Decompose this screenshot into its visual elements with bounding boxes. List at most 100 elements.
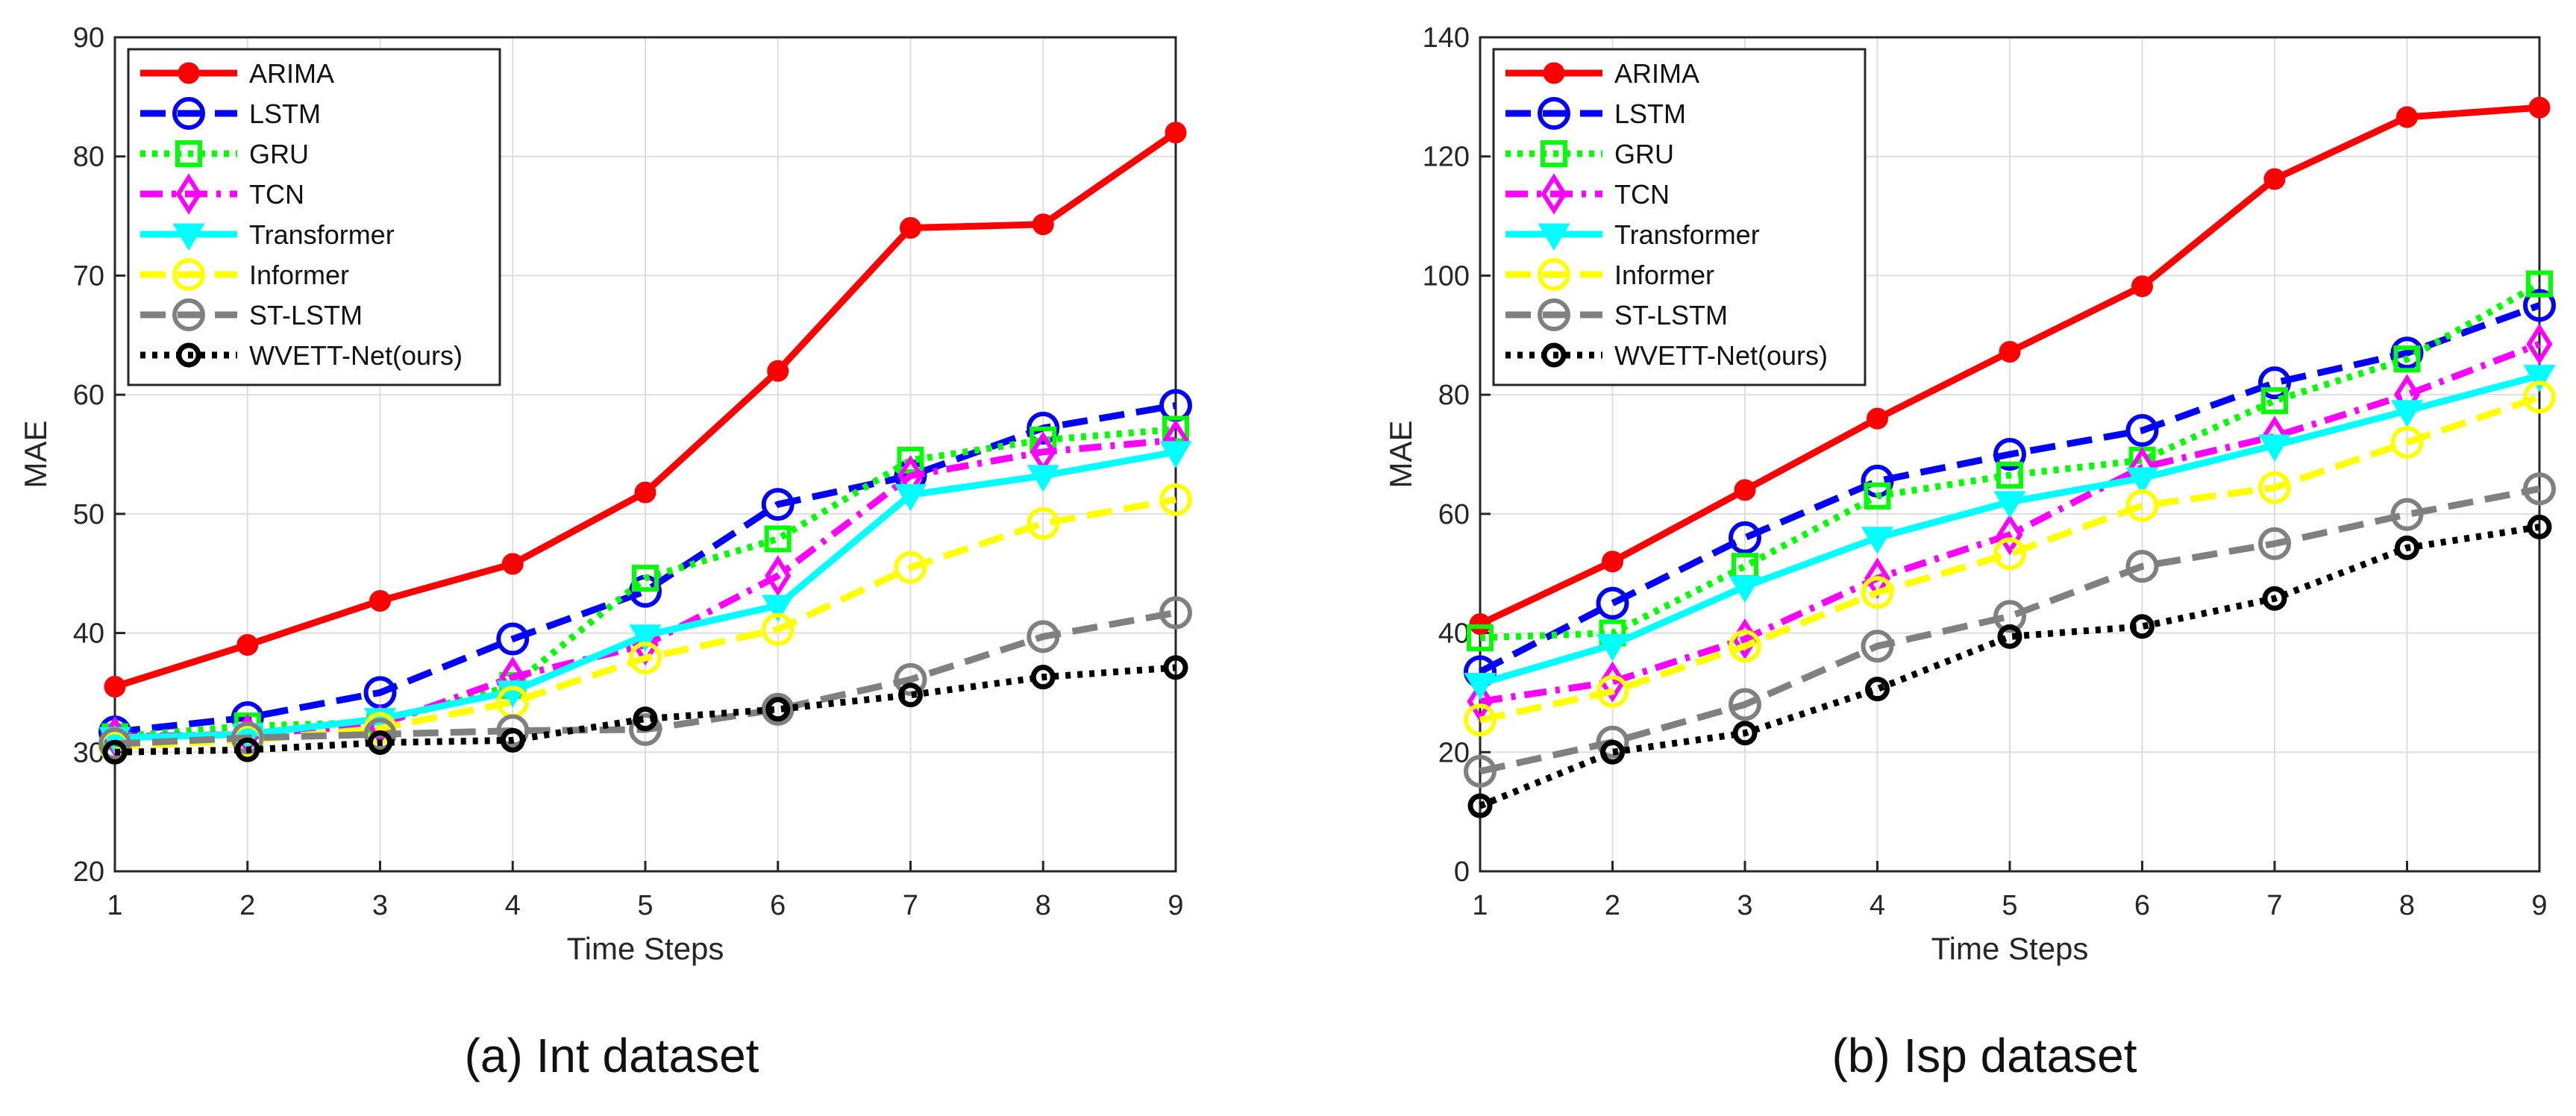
x-tick-label: 9 — [1168, 890, 1183, 921]
data-point-transformer — [1464, 672, 1497, 700]
series-line-st-lstm — [1479, 485, 2540, 775]
caption-isp-dataset: (b) Isp dataset — [1831, 1029, 2137, 1082]
data-point-st-lstm — [1993, 600, 2026, 633]
legend-marker-tcn — [175, 173, 202, 215]
data-point-informer — [1027, 507, 1060, 540]
y-tick-label: 100 — [1423, 260, 1470, 292]
data-point-st-lstm — [363, 718, 397, 751]
series-line-wvett-net-ours — [114, 664, 1176, 756]
data-point-informer — [761, 612, 795, 646]
data-point-arima — [1867, 407, 1888, 430]
x-tick-label: 5 — [2002, 890, 2017, 921]
data-point-arima — [1602, 551, 1623, 573]
data-point-wvett-net-ours — [2262, 586, 2287, 611]
data-point-st-lstm — [1159, 596, 1192, 630]
x-tick-label: 8 — [1035, 890, 1051, 921]
data-point-gru — [897, 446, 924, 474]
y-tick-label: 20 — [1438, 737, 1470, 768]
data-point-transformer — [1596, 634, 1629, 662]
data-point-lstm — [1596, 586, 1629, 620]
y-tick-label: 40 — [1438, 618, 1470, 650]
data-point-arima — [767, 360, 789, 382]
legend-marker-gru — [1541, 140, 1567, 167]
legend-label-wvett-net-ours: WVETT-Net(ours) — [249, 340, 463, 371]
data-point-st-lstm — [496, 714, 530, 747]
data-point-gru — [1864, 482, 1891, 510]
series-arima — [104, 122, 1187, 698]
data-point-wvett-net-ours — [1997, 624, 2022, 649]
data-point-transformer — [2258, 434, 2291, 462]
data-point-wvett-net-ours — [1163, 655, 1188, 680]
series-line-lstm — [1478, 302, 2541, 675]
data-point-transformer — [2523, 365, 2556, 392]
data-point-arima — [104, 675, 126, 698]
data-point-wvett-net-ours — [1467, 793, 1493, 818]
data-point-gru — [2526, 270, 2553, 298]
data-point-lstm — [496, 622, 530, 656]
x-tick-label: 3 — [1737, 890, 1752, 921]
series-st-lstm — [1464, 472, 2556, 788]
data-point-wvett-net-ours — [1865, 677, 1890, 702]
data-point-informer — [2258, 471, 2291, 504]
legend-label-arima: ARIMA — [249, 58, 334, 89]
data-point-tcn — [765, 555, 792, 597]
legend-marker-tcn — [1541, 173, 1567, 215]
y-axis-label: MAE — [18, 420, 53, 488]
legend-label-informer: Informer — [1614, 260, 1714, 290]
y-tick-label: 20 — [73, 856, 104, 888]
data-point-arima — [634, 481, 656, 504]
x-tick-label: 4 — [505, 890, 521, 921]
data-point-gru — [2261, 387, 2288, 415]
legend-label-st-lstm: ST-LSTM — [1614, 300, 1728, 330]
data-point-wvett-net-ours — [898, 683, 923, 708]
data-point-informer — [1596, 674, 1629, 708]
series-line-gru — [1479, 280, 2542, 642]
y-tick-label: 80 — [1438, 380, 1470, 411]
data-point-st-lstm — [2258, 527, 2291, 560]
data-point-transformer — [1993, 491, 2026, 518]
y-tick-label: 80 — [73, 142, 104, 173]
data-point-st-lstm — [629, 712, 662, 746]
legend-marker-st-lstm — [172, 298, 205, 331]
x-tick-label: 6 — [2134, 890, 2150, 921]
data-point-wvett-net-ours — [1600, 739, 1625, 765]
series-line-informer — [114, 496, 1176, 750]
y-tick-label: 60 — [73, 380, 104, 411]
data-point-informer — [1861, 576, 1894, 609]
series-line-tcn — [1479, 341, 2541, 705]
data-point-arima — [1032, 213, 1054, 236]
data-point-st-lstm — [1861, 630, 1894, 663]
x-tick-label: 8 — [2399, 890, 2415, 921]
data-point-informer — [894, 551, 927, 584]
y-tick-label: 120 — [1423, 142, 1470, 173]
x-axis-label: Time Steps — [567, 931, 724, 966]
y-tick-label: 90 — [73, 22, 104, 54]
legend-marker-st-lstm — [1538, 298, 1570, 331]
legend-marker-informer — [172, 258, 205, 291]
data-point-transformer — [894, 483, 927, 512]
data-point-arima — [1734, 479, 1756, 501]
series-wvett-net-ours — [1467, 514, 2552, 818]
data-point-informer — [2125, 489, 2159, 522]
legend-label-informer: Informer — [249, 260, 349, 290]
x-tick-label: 7 — [903, 890, 918, 921]
legend-marker-arima — [178, 62, 200, 84]
legend-label-tcn: TCN — [249, 179, 304, 210]
data-point-st-lstm — [761, 692, 795, 726]
series-line-gru — [114, 425, 1176, 741]
data-point-st-lstm — [2523, 472, 2556, 506]
x-tick-label: 2 — [239, 890, 255, 921]
data-point-informer — [1993, 537, 2026, 571]
x-tick-label: 7 — [2266, 890, 2282, 921]
data-point-st-lstm — [1027, 620, 1060, 653]
caption-int-dataset: (a) Int dataset — [464, 1029, 759, 1082]
data-point-informer — [629, 642, 662, 675]
legend: ARIMA LSTM GRU TCN Transformer Informer ST-LST… — [127, 48, 501, 386]
data-point-lstm — [1993, 438, 2026, 471]
x-tick-label: 2 — [1605, 890, 1620, 921]
data-point-lstm — [761, 488, 795, 521]
data-point-gru — [2393, 345, 2421, 373]
data-point-transformer — [2390, 400, 2424, 427]
